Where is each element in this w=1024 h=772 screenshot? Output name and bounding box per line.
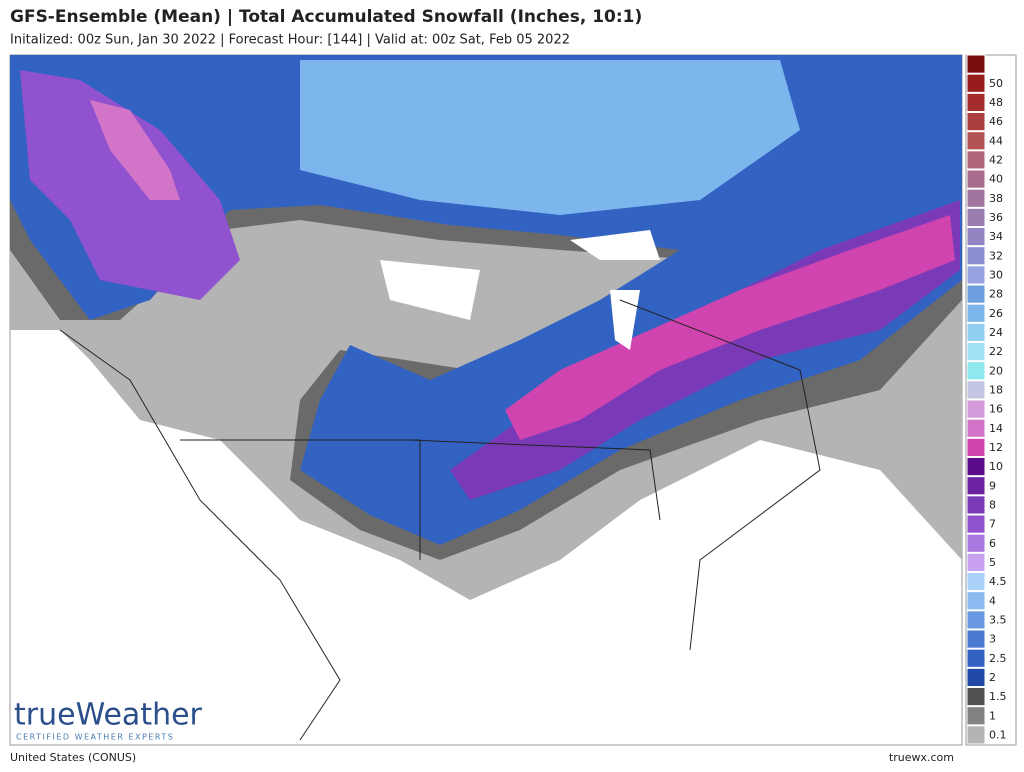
legend-swatch (966, 629, 986, 649)
legend-swatch (966, 380, 986, 400)
legend-swatch (966, 533, 986, 553)
legend-swatch (966, 150, 986, 170)
legend-label: 24 (989, 326, 1003, 339)
legend-label: 22 (989, 345, 1003, 358)
legend-swatch (966, 54, 986, 74)
legend-swatch (966, 476, 986, 496)
legend-label: 1 (989, 709, 996, 722)
legend-label: 0.1 (989, 728, 1007, 741)
legend-label: 50 (989, 77, 1003, 90)
snow-light-blue (300, 60, 800, 215)
legend-label: 2 (989, 671, 996, 684)
borders (59, 299, 821, 741)
legend-swatch (966, 188, 986, 208)
snow-magenta (505, 215, 955, 440)
legend-swatch (966, 572, 986, 592)
legend-swatch (966, 246, 986, 266)
legend-swatch (966, 303, 986, 323)
legend: 5048464442403836343230282624222018161412… (965, 54, 1017, 746)
legend-swatch (966, 322, 986, 343)
legend-swatch (966, 725, 986, 745)
legend-label: 40 (989, 173, 1003, 186)
legend-swatch (966, 418, 986, 438)
legend-label: 46 (989, 115, 1003, 128)
snow-northwest-core (90, 100, 180, 200)
logo-name: trueWeather (14, 698, 203, 733)
logo-tagline: CERTIFIED WEATHER EXPERTS (16, 733, 174, 742)
legend-label: 28 (989, 288, 1003, 301)
map (9, 54, 963, 746)
legend-label: 12 (989, 441, 1003, 454)
legend-label: 34 (989, 230, 1003, 243)
subtitle: Initalized: 00z Sun, Jan 30 2022 | Forec… (10, 33, 570, 48)
legend-swatch (966, 514, 986, 534)
legend-label: 3 (989, 633, 996, 646)
legend-swatch (966, 648, 986, 668)
legend-swatch (966, 591, 986, 611)
legend-label: 3.5 (989, 613, 1007, 626)
legend-swatch (966, 610, 986, 630)
legend-swatch (966, 457, 986, 477)
legend-label: 6 (989, 537, 996, 550)
legend-swatch (966, 112, 986, 132)
footer-region: United States (CONUS) (10, 751, 136, 764)
legend-label: 38 (989, 192, 1003, 205)
legend-label: 18 (989, 383, 1003, 396)
legend-swatch (966, 552, 986, 572)
legend-swatch (966, 706, 986, 726)
legend-swatch (966, 495, 986, 515)
legend-swatch (966, 73, 986, 93)
legend-label: 30 (989, 268, 1003, 281)
legend-swatch (966, 92, 986, 113)
legend-label: 42 (989, 153, 1003, 166)
legend-swatch (966, 131, 986, 151)
snow-northwest (20, 70, 240, 300)
legend-label: 1.5 (989, 690, 1007, 703)
legend-label: 48 (989, 96, 1003, 109)
legend-swatch (966, 227, 986, 247)
legend-label: 14 (989, 422, 1003, 435)
legend-swatch (966, 284, 986, 304)
legend-label: 9 (989, 479, 996, 492)
legend-label: 32 (989, 249, 1003, 262)
legend-swatch (966, 437, 986, 458)
legend-label: 36 (989, 211, 1003, 224)
title: GFS-Ensemble (Mean) | Total Accumulated … (10, 7, 642, 27)
legend-swatch (966, 667, 986, 687)
legend-label: 26 (989, 307, 1003, 320)
legend-label: 2.5 (989, 652, 1007, 665)
legend-label: 44 (989, 134, 1003, 147)
legend-label: 4 (989, 594, 996, 607)
legend-swatch (966, 399, 986, 419)
legend-label: 8 (989, 498, 996, 511)
legend-label: 16 (989, 403, 1003, 416)
legend-label: 20 (989, 364, 1003, 377)
legend-swatch (966, 342, 986, 362)
footer-site: truewx.com (889, 751, 954, 764)
legend-swatch (966, 265, 986, 285)
legend-swatch (966, 169, 986, 189)
legend-label: 10 (989, 460, 1003, 473)
legend-swatch (966, 207, 986, 227)
lakes (380, 230, 660, 350)
legend-label: 7 (989, 518, 996, 531)
legend-swatch (966, 687, 986, 707)
legend-swatch (966, 361, 986, 381)
legend-label: 4.5 (989, 575, 1007, 588)
legend-label: 5 (989, 556, 996, 569)
